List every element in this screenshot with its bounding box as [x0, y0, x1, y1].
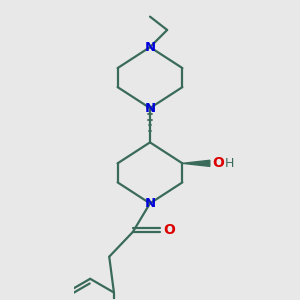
Text: N: N [144, 102, 156, 115]
Text: O: O [164, 223, 175, 237]
Text: H: H [225, 157, 234, 170]
Text: N: N [144, 197, 156, 210]
Polygon shape [182, 160, 210, 167]
Text: O: O [212, 156, 224, 170]
Text: N: N [144, 40, 156, 54]
